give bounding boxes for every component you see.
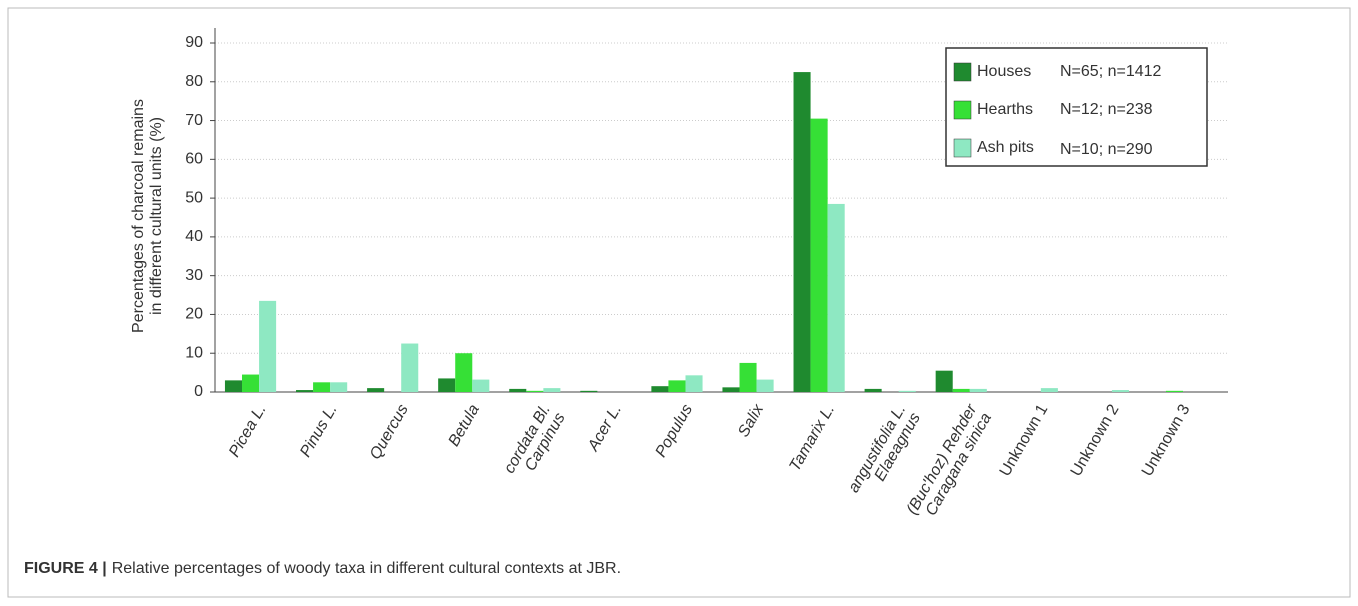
figure-frame: [7, 7, 1351, 598]
legend-swatch: [953, 62, 972, 82]
x-tick-label: Betula: [445, 402, 482, 450]
caption: FIGURE 4 | Relative percentages of woody …: [24, 560, 621, 577]
x-tick-label-line: Unknown 1: [997, 402, 1052, 480]
x-tick-label-line: Unknown 3: [1139, 402, 1194, 480]
bar: [330, 382, 348, 392]
legend-swatch: [953, 138, 972, 158]
legend-box: [945, 47, 1208, 167]
x-tick-label: Unknown 1: [997, 402, 1052, 480]
y-tick-label: 20: [185, 306, 203, 323]
bar: [685, 375, 703, 392]
y-tick-label: 90: [185, 34, 203, 51]
x-tick-label: Acer L.: [584, 402, 625, 455]
y-axis-label: Percentages of charcoal remains in diffe…: [130, 99, 165, 333]
x-tick-label-line: Pinus L.: [297, 402, 341, 461]
bar: [651, 386, 669, 392]
x-tick-label-line: Tamarix L.: [786, 402, 838, 475]
x-tick-label: Tamarix L.: [786, 402, 838, 475]
bar: [952, 388, 970, 392]
bar: [864, 388, 882, 392]
bar: [543, 388, 561, 392]
x-tick-label-line: Picea L.: [226, 402, 270, 461]
bar: [509, 388, 527, 392]
bar: [898, 390, 916, 392]
bar: [367, 388, 385, 392]
bar: [739, 362, 757, 392]
caption-text: Relative percentages of woody taxa in di…: [112, 560, 621, 577]
x-tick-label: Quercus: [367, 402, 412, 463]
bar: [455, 353, 473, 392]
y-tick-label: 60: [185, 151, 203, 168]
bar: [969, 388, 987, 392]
y-tick-label: 40: [185, 228, 203, 245]
y-label-line: in different cultural units (%): [148, 117, 165, 315]
bar: [793, 72, 811, 392]
y-tick-label: 0: [194, 383, 203, 400]
bar: [259, 300, 277, 392]
legend-sample: N=12; n=238: [1060, 101, 1153, 118]
bar: [668, 380, 686, 392]
y-tick-label: 30: [185, 267, 203, 284]
bar: [296, 390, 314, 392]
x-tick-label-line: Salix: [735, 401, 768, 440]
x-tick-label-line: Populus: [652, 402, 696, 461]
bar: [401, 343, 419, 392]
x-tick-label: Unknown 2: [1068, 402, 1123, 480]
bar: [472, 379, 490, 392]
x-tick-label-line: Quercus: [367, 402, 412, 463]
bar: [1165, 390, 1183, 392]
bar: [438, 378, 456, 392]
legend-label: Hearths: [977, 101, 1033, 118]
caption-label: FIGURE 4 |: [24, 560, 107, 577]
x-tick-label-line: Acer L.: [584, 402, 625, 455]
legend-label: Ash pits: [977, 139, 1034, 156]
bar: [1111, 390, 1129, 392]
x-tick-label: Pinus L.: [297, 402, 341, 461]
legend-sample: N=10; n=290: [1060, 141, 1153, 158]
x-tick-label: Salix: [735, 401, 768, 440]
y-tick-label: 50: [185, 189, 203, 206]
x-tick-label: Picea L.: [226, 402, 270, 461]
bar: [935, 370, 953, 392]
bar: [580, 390, 598, 392]
legend-sample: N=65; n=1412: [1060, 63, 1162, 80]
y-tick-label: 80: [185, 73, 203, 90]
x-tick-label-line: Betula: [445, 402, 482, 450]
bar: [827, 203, 845, 392]
x-tick-label-line: Unknown 2: [1068, 402, 1123, 480]
y-tick-label: 70: [185, 112, 203, 129]
bar: [1040, 388, 1058, 392]
bar: [810, 118, 828, 392]
legend-swatch: [953, 100, 972, 120]
x-tick-label: Populus: [652, 402, 696, 461]
bar: [722, 387, 740, 392]
bar: [224, 380, 243, 392]
bar: [526, 390, 544, 392]
bar: [242, 374, 260, 392]
bar: [313, 382, 331, 392]
y-label-line: Percentages of charcoal remains: [130, 99, 147, 333]
y-tick-label: 10: [185, 344, 203, 361]
legend-label: Houses: [977, 63, 1031, 80]
bar: [756, 379, 774, 392]
x-tick-label: Unknown 3: [1139, 402, 1194, 480]
